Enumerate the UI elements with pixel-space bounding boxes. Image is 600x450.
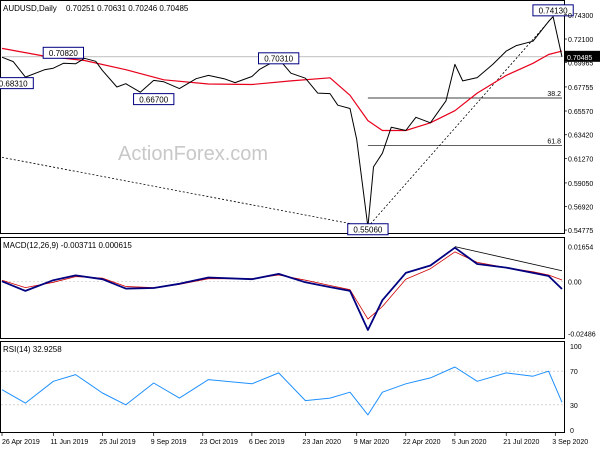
rsi-title: RSI(14) 32.9258 <box>3 345 62 354</box>
sma-line <box>1 47 563 132</box>
watermark: ActionForex.com <box>118 143 268 165</box>
price-ytick-label: 0.63420 <box>568 133 593 140</box>
price-label-0-box <box>532 4 574 17</box>
price-label-4: 0.66700 <box>139 95 168 104</box>
xtick-label: 9 Sep 2019 <box>151 439 187 446</box>
price-label-2-box <box>258 52 300 65</box>
price-ytick-label: 0.67755 <box>568 85 593 92</box>
price-line <box>1 16 563 228</box>
price-label-3: 0.68310 <box>0 79 28 88</box>
macd-ytick-label: -0.02486 <box>568 331 596 338</box>
xtick-label: 11 Jun 2019 <box>50 439 88 446</box>
rsi-ytick-label: 0 <box>570 428 574 435</box>
rsi-panel-frame <box>0 341 565 433</box>
xtick-label: 23 Jan 2020 <box>302 439 341 446</box>
macd-ytick-label: 0.00 <box>568 279 582 286</box>
price-ytick-label: 0.61270 <box>568 156 593 163</box>
price-ytick-label: 0.59050 <box>568 181 593 188</box>
current-price-box <box>565 50 600 62</box>
rsi-ytick-label: 70 <box>570 369 578 376</box>
axis-layer: 26 Apr 2019 11 Jun 2019 25 Jul 2019 9 Sep 2… <box>1 433 588 446</box>
xtick-label: 22 Apr 2020 <box>403 439 441 446</box>
macd-trendline <box>454 246 563 272</box>
price-label-1: 0.70820 <box>49 49 78 58</box>
xtick-label: 6 Dec 2019 <box>249 439 285 446</box>
lower-trendline <box>1 156 368 228</box>
macd-title: MACD(12,26,9) -0.003711 0.000615 <box>3 241 132 250</box>
price-label-2: 0.70310 <box>264 55 293 64</box>
rsi-ytick-label: 30 <box>570 403 578 410</box>
price-label-1-box <box>42 46 85 59</box>
ohlc-label: 0.70251 0.70631 0.70246 0.70485 <box>66 4 189 13</box>
macd-ytick-label: 0.01654 <box>568 245 593 252</box>
xtick-label: 5 Jun 2020 <box>452 439 487 446</box>
price-label-0: 0.74130 <box>539 7 568 16</box>
macd-panel-frame <box>0 237 565 339</box>
price-label-4-box <box>133 93 175 106</box>
xtick-label: 26 Apr 2019 <box>2 439 40 446</box>
price-ytick-label: 0.56920 <box>568 204 593 211</box>
price-ytick-label: 0.72100 <box>568 37 593 44</box>
price-panel-frame <box>0 0 565 234</box>
current-price-value: 0.70485 <box>567 55 592 62</box>
price-ytick-label: 0.54775 <box>568 228 593 235</box>
xtick-label: 21 Jul 2020 <box>503 439 539 446</box>
xtick-label: 9 Mar 2020 <box>354 439 390 446</box>
xtick-label: 23 Oct 2019 <box>200 439 238 446</box>
rsi-line <box>1 366 563 416</box>
rsi-ytick-label: 100 <box>570 344 582 351</box>
macd-layer: 0.01654 0.00 -0.02486 <box>1 245 596 338</box>
price-ytick-label: 0.74300 <box>568 13 593 20</box>
rising-trendline <box>367 16 554 228</box>
xtick-label: 3 Sep 2020 <box>552 439 588 446</box>
macd-signal-line <box>1 251 563 320</box>
rsi-layer: 100 70 30 0 <box>1 344 582 435</box>
fib-38-label: 38.2 <box>547 91 561 98</box>
price-ytick-label: 0.69965 <box>568 61 593 68</box>
price-ytick-label: 0.65570 <box>568 109 593 116</box>
price-layer: 38.2 61.8 0.74130 0.70820 0.70310 0.68310 0.66… <box>0 4 600 236</box>
price-label-5-box <box>347 223 389 236</box>
macd-line <box>1 246 563 331</box>
fib-62-label: 61.8 <box>547 138 561 145</box>
symbol-label: AUDUSD,Daily <box>3 4 57 13</box>
price-label-5: 0.55060 <box>353 225 382 234</box>
price-label-3-box <box>0 77 34 90</box>
xtick-label: 25 Jul 2019 <box>99 439 135 446</box>
